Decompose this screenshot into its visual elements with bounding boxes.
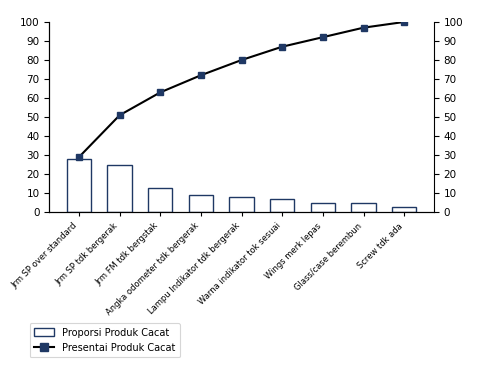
Bar: [229, 197, 254, 212]
Bar: [189, 195, 213, 212]
Bar: [311, 203, 335, 212]
Bar: [270, 199, 294, 212]
Bar: [148, 187, 173, 212]
Bar: [67, 159, 91, 212]
Legend: Proporsi Produk Cacat, Presentai Produk Cacat: Proporsi Produk Cacat, Presentai Produk …: [30, 323, 180, 358]
Bar: [107, 165, 132, 212]
Bar: [352, 203, 376, 212]
Bar: [392, 206, 417, 212]
